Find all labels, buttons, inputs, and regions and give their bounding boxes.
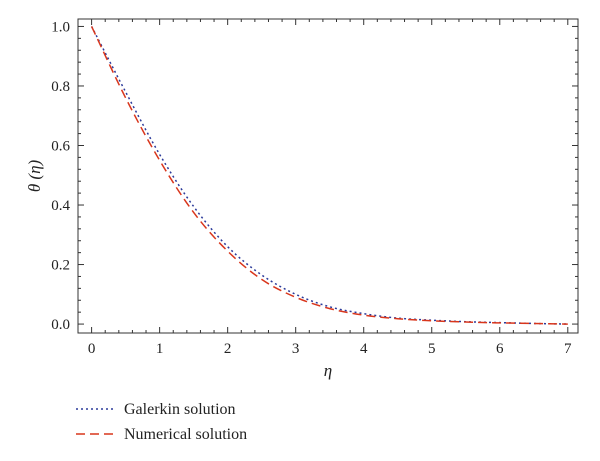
x-tick-label: 7 bbox=[564, 341, 572, 357]
legend-label-numerical: Numerical solution bbox=[124, 426, 247, 443]
y-tick-label: 0.8 bbox=[51, 79, 70, 95]
series-group bbox=[90, 26, 568, 325]
y-axis-label: θ (η) bbox=[25, 159, 44, 192]
x-tick-label: 0 bbox=[88, 341, 96, 357]
x-tick-label: 3 bbox=[292, 341, 300, 357]
y-tick-label: 0.2 bbox=[51, 258, 70, 274]
x-axis-label: η bbox=[324, 361, 332, 380]
tick-group bbox=[77, 19, 578, 333]
y-tick-label: 0.4 bbox=[51, 198, 70, 214]
legend: Galerkin solution Numerical solution bbox=[76, 401, 247, 443]
x-tick-label: 4 bbox=[360, 341, 368, 357]
x-tick-label: 5 bbox=[428, 341, 436, 357]
x-tick-label: 1 bbox=[156, 341, 164, 357]
series-line-galerkin bbox=[90, 26, 568, 325]
plot-area-frame bbox=[77, 18, 579, 334]
y-tick-label: 0.6 bbox=[51, 138, 70, 154]
x-tick-label: 6 bbox=[496, 341, 504, 357]
legend-label-galerkin: Galerkin solution bbox=[124, 401, 236, 418]
series-line-numerical bbox=[90, 26, 568, 325]
y-tick-label: 0.0 bbox=[51, 317, 70, 333]
tick-label-group: 0 1 2 3 4 5 6 7 0.0 0.2 0.4 0.6 0.8 1.0 bbox=[51, 19, 572, 357]
y-tick-label: 1.0 bbox=[51, 19, 70, 35]
x-tick-label: 2 bbox=[224, 341, 232, 357]
